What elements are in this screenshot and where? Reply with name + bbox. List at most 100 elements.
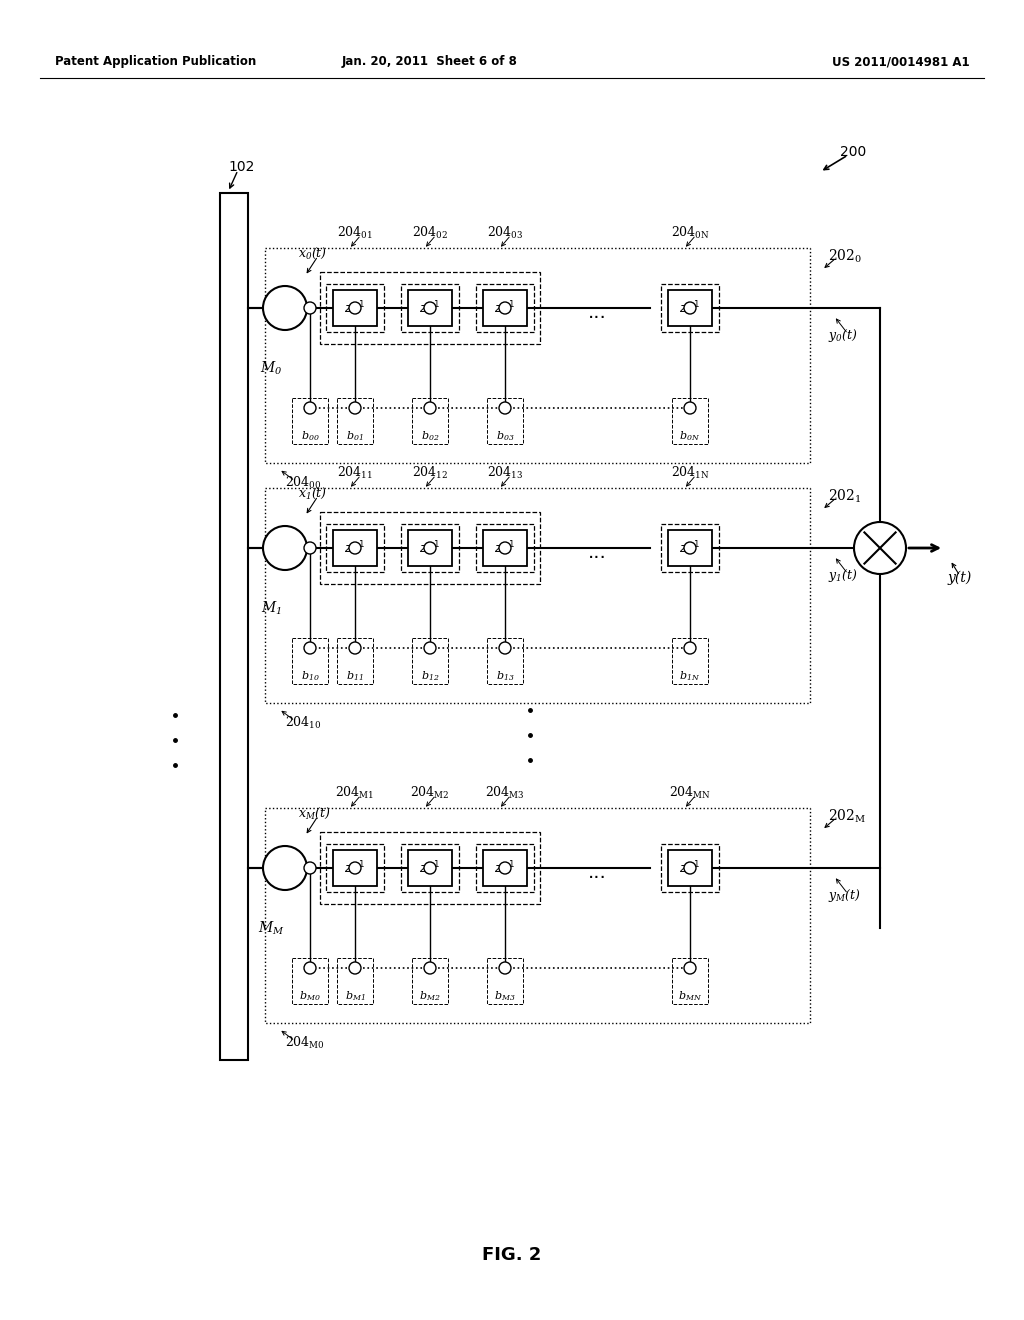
Bar: [668, 850, 712, 886]
Bar: [487, 958, 523, 1005]
Bar: [401, 284, 459, 333]
Text: b$_{\mathregular{02}}$: b$_{\mathregular{02}}$: [421, 429, 439, 444]
Circle shape: [424, 642, 436, 653]
Bar: [401, 524, 459, 572]
Bar: [292, 399, 328, 444]
Text: $z^{-1}$: $z^{-1}$: [679, 859, 700, 876]
Circle shape: [424, 302, 436, 314]
Text: 204$_{\mathregular{M2}}$: 204$_{\mathregular{M2}}$: [411, 785, 450, 801]
Text: M$_{\mathregular{M}}$: M$_{\mathregular{M}}$: [258, 919, 285, 937]
Bar: [408, 531, 452, 566]
Bar: [476, 524, 534, 572]
Circle shape: [684, 862, 696, 874]
Circle shape: [304, 862, 316, 874]
Text: $z^{-1}$: $z^{-1}$: [420, 300, 440, 317]
Circle shape: [349, 543, 361, 554]
Bar: [326, 843, 384, 892]
Circle shape: [349, 403, 361, 414]
Text: 200: 200: [840, 145, 866, 158]
Bar: [337, 638, 373, 684]
Bar: [672, 399, 708, 444]
Bar: [265, 248, 810, 463]
Circle shape: [499, 403, 511, 414]
Text: FIG. 2: FIG. 2: [482, 1246, 542, 1265]
Text: b$_{\mathregular{03}}$: b$_{\mathregular{03}}$: [496, 429, 514, 444]
Bar: [408, 850, 452, 886]
Text: ...: ...: [588, 543, 607, 561]
Bar: [292, 958, 328, 1005]
Text: US 2011/0014981 A1: US 2011/0014981 A1: [833, 55, 970, 69]
Text: b$_{\mathregular{M3}}$: b$_{\mathregular{M3}}$: [495, 989, 516, 1003]
Circle shape: [499, 302, 511, 314]
Bar: [476, 843, 534, 892]
Text: 204$_{\mathregular{12}}$: 204$_{\mathregular{12}}$: [412, 465, 449, 480]
Text: b$_{\mathregular{11}}$: b$_{\mathregular{11}}$: [346, 669, 364, 682]
Text: 204$_{\mathregular{03}}$: 204$_{\mathregular{03}}$: [486, 224, 523, 242]
Bar: [265, 488, 810, 704]
Bar: [319, 832, 540, 904]
Text: y$_{\mathregular{M}}$(t): y$_{\mathregular{M}}$(t): [828, 887, 861, 904]
Text: 204$_{\mathregular{10}}$: 204$_{\mathregular{10}}$: [285, 715, 322, 731]
Bar: [333, 290, 377, 326]
Text: M$_{\mathregular{1}}$: M$_{\mathregular{1}}$: [260, 599, 282, 616]
Circle shape: [424, 862, 436, 874]
Circle shape: [304, 962, 316, 974]
Circle shape: [263, 286, 307, 330]
Circle shape: [349, 642, 361, 653]
Bar: [220, 193, 248, 1060]
Text: 204$_{\mathregular{M0}}$: 204$_{\mathregular{M0}}$: [285, 1035, 325, 1051]
Bar: [333, 531, 377, 566]
Text: 204$_{\mathregular{11}}$: 204$_{\mathregular{11}}$: [337, 465, 373, 480]
Text: $z^{-1}$: $z^{-1}$: [495, 300, 516, 317]
Bar: [662, 524, 719, 572]
Text: 102: 102: [228, 160, 254, 174]
Text: y$_{\mathregular{0}}$(t): y$_{\mathregular{0}}$(t): [828, 327, 858, 345]
Circle shape: [349, 862, 361, 874]
Text: $z^{-1}$: $z^{-1}$: [679, 540, 700, 556]
Bar: [483, 850, 527, 886]
Circle shape: [263, 846, 307, 890]
Text: b$_{\mathregular{1N}}$: b$_{\mathregular{1N}}$: [679, 669, 700, 682]
Circle shape: [424, 962, 436, 974]
Circle shape: [349, 962, 361, 974]
Circle shape: [304, 642, 316, 653]
Text: b$_{\mathregular{0N}}$: b$_{\mathregular{0N}}$: [679, 429, 700, 444]
Text: $z^{-1}$: $z^{-1}$: [495, 540, 516, 556]
Text: Jan. 20, 2011  Sheet 6 of 8: Jan. 20, 2011 Sheet 6 of 8: [342, 55, 518, 69]
Circle shape: [499, 862, 511, 874]
Text: y$_{\mathregular{1}}$(t): y$_{\mathregular{1}}$(t): [828, 568, 858, 585]
Text: $z^{-1}$: $z^{-1}$: [679, 300, 700, 317]
Text: Patent Application Publication: Patent Application Publication: [55, 55, 256, 69]
Text: x$_{\mathregular{0}}$(t): x$_{\mathregular{0}}$(t): [298, 246, 328, 260]
Bar: [326, 284, 384, 333]
Text: ...: ...: [588, 302, 607, 322]
Text: 204$_{\mathregular{13}}$: 204$_{\mathregular{13}}$: [486, 465, 523, 480]
Bar: [401, 843, 459, 892]
Text: b$_{\mathregular{MN}}$: b$_{\mathregular{MN}}$: [678, 989, 702, 1003]
Circle shape: [684, 543, 696, 554]
Bar: [476, 284, 534, 333]
Text: 204$_{\mathregular{02}}$: 204$_{\mathregular{02}}$: [412, 224, 449, 242]
Text: M$_{\mathregular{0}}$: M$_{\mathregular{0}}$: [260, 359, 283, 376]
Text: y(t): y(t): [948, 570, 972, 585]
Text: 202$_{\mathregular{1}}$: 202$_{\mathregular{1}}$: [828, 487, 861, 504]
Text: $z^{-1}$: $z^{-1}$: [420, 859, 440, 876]
Circle shape: [424, 543, 436, 554]
Bar: [483, 531, 527, 566]
Text: b$_{\mathregular{12}}$: b$_{\mathregular{12}}$: [421, 669, 439, 682]
Circle shape: [854, 521, 906, 574]
Bar: [483, 290, 527, 326]
Bar: [337, 958, 373, 1005]
Bar: [412, 958, 449, 1005]
Text: 204$_{\mathregular{M3}}$: 204$_{\mathregular{M3}}$: [485, 785, 525, 801]
Text: b$_{\mathregular{10}}$: b$_{\mathregular{10}}$: [301, 669, 319, 682]
Text: ...: ...: [588, 862, 607, 882]
Text: 204$_{\mathregular{01}}$: 204$_{\mathregular{01}}$: [337, 224, 373, 242]
Text: 204$_{\mathregular{1N}}$: 204$_{\mathregular{1N}}$: [671, 465, 710, 480]
Circle shape: [499, 962, 511, 974]
Bar: [412, 638, 449, 684]
Text: b$_{\mathregular{01}}$: b$_{\mathregular{01}}$: [346, 429, 364, 444]
Bar: [412, 399, 449, 444]
Text: b$_{\mathregular{13}}$: b$_{\mathregular{13}}$: [496, 669, 514, 682]
Circle shape: [684, 962, 696, 974]
